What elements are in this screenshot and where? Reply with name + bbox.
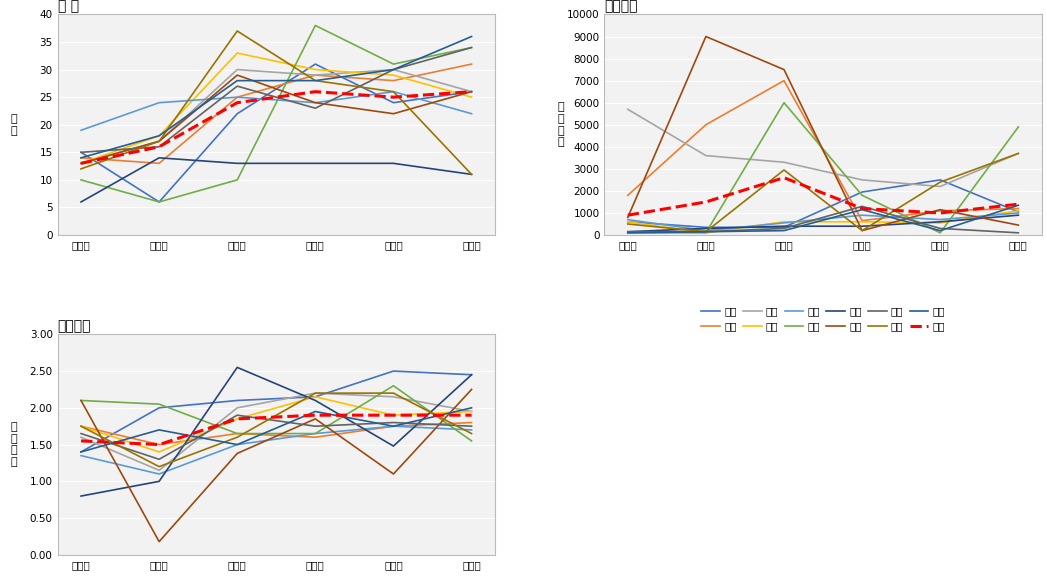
Text: 종다양도: 종다양도 (58, 319, 91, 333)
Legend: 철원, 이천, 울산, 부안, 해남, 당진, 상주, 김포, 청주, 홍천, 순천, 평균: 철원, 이천, 울산, 부안, 해남, 당진, 상주, 김포, 청주, 홍천, … (697, 302, 949, 336)
Y-axis label: 종
수: 종 수 (10, 114, 17, 136)
Text: 발생밀도: 발생밀도 (604, 0, 638, 13)
Y-axis label: 종
다
양
도: 종 다 양 도 (10, 422, 17, 467)
Text: 종 수: 종 수 (58, 0, 79, 13)
Y-axis label: 발
생
밀
도: 발 생 밀 도 (557, 102, 564, 147)
